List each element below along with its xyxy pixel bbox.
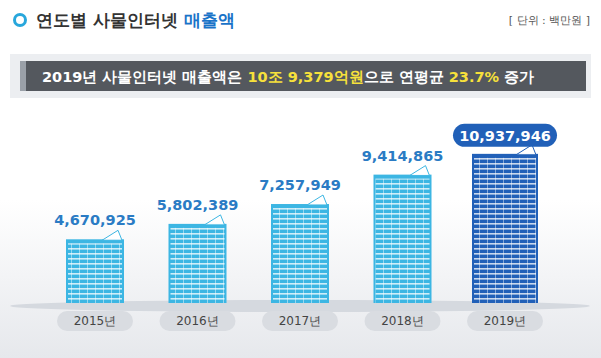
bar bbox=[374, 175, 432, 303]
bar-roof bbox=[102, 230, 122, 240]
category-label: 2015년 bbox=[74, 314, 117, 328]
data-label: 4,670,925 bbox=[54, 212, 136, 228]
bar bbox=[271, 204, 329, 303]
data-label: 5,802,389 bbox=[157, 197, 239, 213]
bar-roof bbox=[410, 166, 430, 176]
bar bbox=[66, 239, 124, 303]
title: 연도별 사물인터넷 매출액 bbox=[36, 10, 235, 30]
label-pill bbox=[453, 124, 557, 147]
subtitle-part: 23.7% bbox=[449, 69, 500, 85]
category-pill bbox=[160, 311, 236, 331]
banner-edge bbox=[20, 61, 26, 91]
category-pill bbox=[365, 311, 441, 331]
category-pill bbox=[262, 311, 338, 331]
banner-backdrop bbox=[10, 54, 591, 98]
bar-windows bbox=[171, 228, 225, 303]
subtitle-part: 증가 bbox=[499, 69, 534, 85]
bar-roof bbox=[307, 195, 327, 205]
bar-windows bbox=[376, 179, 430, 303]
bar-roof bbox=[205, 215, 225, 225]
title-part: 매출액 bbox=[184, 10, 235, 30]
data-label: 10,937,946 bbox=[459, 128, 551, 144]
bar bbox=[169, 224, 227, 303]
title-icon bbox=[15, 15, 26, 26]
data-label: 9,414,865 bbox=[362, 148, 444, 164]
subtitle: 2019년 사물인터넷 매출액은 10조 9,379억원으로 연평균 23.7%… bbox=[42, 69, 534, 85]
chart: 연도별 사물인터넷 매출액 [ 단위 : 백만원 ] 2019년 사물인터넷 매출액… bbox=[0, 0, 601, 358]
bar-windows bbox=[474, 158, 536, 303]
unit-label: [ 단위 : 백만원 ] bbox=[509, 14, 590, 27]
data-label: 7,257,949 bbox=[259, 177, 341, 193]
subtitle-part: 10조 9,379억원 bbox=[248, 69, 364, 85]
subtitle-part: 2019년 사물인터넷 매출액은 bbox=[42, 69, 248, 85]
title-part: 연도별 사물인터넷 bbox=[36, 10, 184, 30]
category-label: 2018년 bbox=[381, 314, 424, 328]
banner bbox=[20, 61, 586, 91]
category-pill bbox=[57, 311, 133, 331]
category-label: 2016년 bbox=[176, 314, 219, 328]
background bbox=[0, 0, 601, 358]
bar bbox=[472, 154, 538, 303]
bar-windows bbox=[273, 208, 327, 303]
category-pill bbox=[467, 311, 543, 331]
bar-windows bbox=[68, 243, 122, 303]
category-label: 2019년 bbox=[484, 314, 527, 328]
category-label: 2017년 bbox=[279, 314, 322, 328]
bars bbox=[66, 154, 538, 303]
subtitle-part: 으로 연평균 bbox=[364, 69, 449, 85]
